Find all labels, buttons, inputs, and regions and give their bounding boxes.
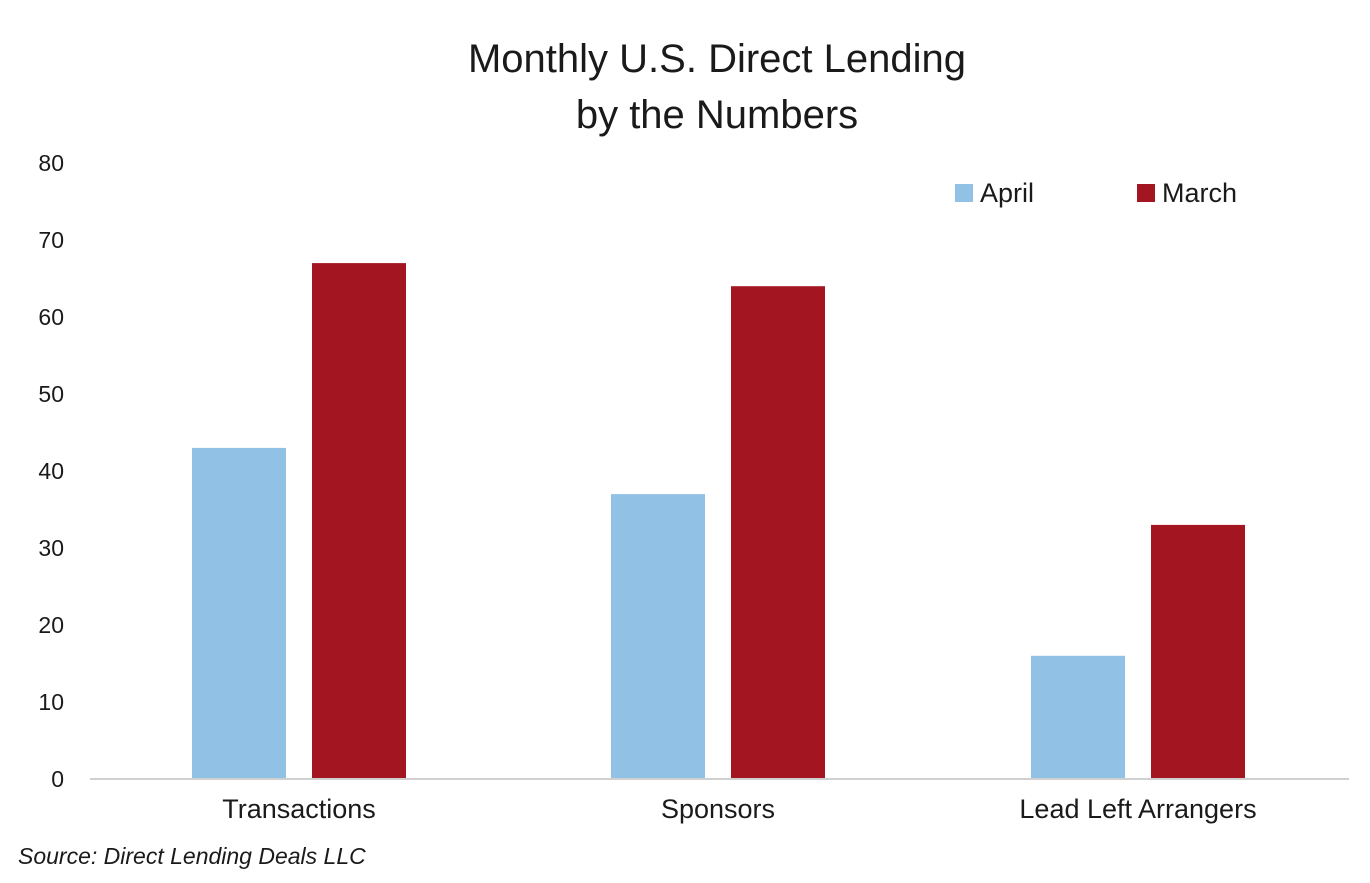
source-note: Source: Direct Lending Deals LLC <box>18 843 366 869</box>
x-tick-label: Lead Left Arrangers <box>1019 794 1256 824</box>
x-axis: Transactions Sponsors Lead Left Arrangers <box>222 794 1256 824</box>
y-tick-label: 70 <box>38 227 64 253</box>
bars <box>192 263 1245 780</box>
bar-april-lead-left-arrangers <box>1031 655 1125 779</box>
chart-title: Monthly U.S. Direct Lending by the Number… <box>468 37 966 137</box>
y-tick-label: 80 <box>38 150 64 176</box>
x-tick-label: Transactions <box>222 794 376 824</box>
legend: April March <box>955 178 1237 208</box>
y-tick-label: 20 <box>38 612 64 638</box>
legend-label-april: April <box>980 178 1034 208</box>
legend-swatch-april <box>955 184 973 202</box>
chart-title-line: Monthly U.S. Direct Lending <box>468 37 966 81</box>
y-axis: 0 10 20 30 40 50 60 70 80 <box>38 150 64 792</box>
bar-april-transactions <box>192 447 286 779</box>
bar-april-sponsors <box>611 494 705 779</box>
y-tick-label: 50 <box>38 381 64 407</box>
bar-march-transactions <box>312 263 406 780</box>
y-tick-label: 30 <box>38 535 64 561</box>
legend-label-march: March <box>1162 178 1237 208</box>
x-tick-label: Sponsors <box>661 794 775 824</box>
chart-title-line: by the Numbers <box>576 93 858 137</box>
y-tick-label: 60 <box>38 304 64 330</box>
y-tick-label: 0 <box>51 766 64 792</box>
bar-march-sponsors <box>731 286 825 779</box>
bar-march-lead-left-arrangers <box>1151 524 1245 779</box>
legend-swatch-march <box>1137 184 1155 202</box>
y-tick-label: 40 <box>38 458 64 484</box>
y-tick-label: 10 <box>38 689 64 715</box>
